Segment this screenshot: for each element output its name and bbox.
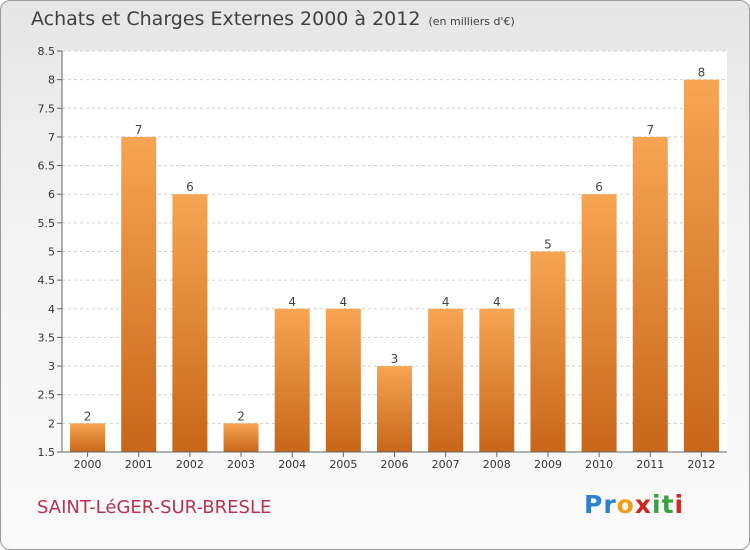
bar [325, 308, 361, 452]
chart-title: Achats et Charges Externes 2000 à 2012 (e… [31, 8, 515, 30]
y-tick-label: 1.5 [38, 446, 56, 459]
bar [479, 308, 515, 452]
bar-value-label: 4 [288, 295, 296, 309]
bar-value-label: 4 [442, 295, 450, 309]
x-tick-label: 2005 [329, 458, 357, 471]
bar-value-label: 3 [391, 352, 399, 366]
bar-value-label: 8 [698, 66, 706, 80]
x-tick-label: 2002 [176, 458, 204, 471]
bar-value-label: 7 [135, 123, 143, 137]
logo-letter: i [674, 490, 685, 519]
y-tick-label: 3 [48, 360, 55, 373]
y-tick-label: 5 [48, 246, 55, 259]
bar-value-label: 4 [340, 295, 348, 309]
bar [172, 194, 208, 452]
bar-value-label: 4 [493, 295, 501, 309]
bar-value-label: 2 [237, 409, 245, 423]
y-tick-label: 8.5 [38, 45, 56, 58]
y-tick-label: 7.5 [38, 102, 56, 115]
commune-name: SAINT-LéGER-SUR-BRESLE [37, 497, 272, 518]
bar [121, 136, 157, 452]
x-tick-label: 2007 [432, 458, 460, 471]
x-tick-label: 2012 [687, 458, 715, 471]
x-tick-label: 2009 [534, 458, 562, 471]
y-tick-label: 4 [48, 303, 55, 316]
y-tick-label: 2.5 [38, 389, 56, 402]
y-tick-label: 5.5 [38, 217, 56, 230]
bar [632, 136, 668, 452]
logo-letter: t [661, 490, 675, 519]
x-tick-label: 2003 [227, 458, 255, 471]
x-tick-label: 2008 [483, 458, 511, 471]
y-tick-label: 6 [48, 188, 55, 201]
proxiti-logo: Proxiti [584, 490, 684, 519]
unit-label: (en milliers d'€) [428, 15, 515, 28]
y-tick-label: 7 [48, 131, 55, 144]
x-tick-label: 2000 [74, 458, 102, 471]
bar [428, 308, 464, 452]
bar [581, 194, 617, 452]
logo-letter: P [584, 490, 604, 519]
logo-letter: o [616, 490, 635, 519]
bar [377, 366, 412, 452]
bar-value-label: 6 [595, 180, 603, 194]
bar [70, 423, 106, 452]
x-tick-label: 2006 [381, 458, 409, 471]
y-tick-label: 2 [48, 417, 55, 430]
y-tick-label: 6.5 [38, 160, 56, 173]
logo-letter: i [652, 490, 662, 519]
title-text: Achats et Charges Externes 2000 à 2012 [31, 8, 421, 30]
logo-letter: r [603, 490, 617, 519]
bar [274, 308, 310, 452]
x-tick-label: 2004 [278, 458, 306, 471]
y-tick-label: 4.5 [38, 274, 56, 287]
x-tick-label: 2001 [125, 458, 153, 471]
bar [530, 251, 566, 452]
y-tick-label: 8 [48, 74, 55, 87]
bar [223, 423, 259, 452]
logo-letter: x [634, 490, 652, 519]
x-tick-label: 2011 [636, 458, 664, 471]
bar [683, 79, 719, 453]
x-tick-label: 2010 [585, 458, 613, 471]
y-tick-label: 3.5 [38, 331, 56, 344]
bar-value-label: 5 [544, 238, 552, 252]
bar-value-label: 7 [646, 123, 654, 137]
bar-value-label: 2 [84, 409, 92, 423]
bar-value-label: 6 [186, 180, 194, 194]
